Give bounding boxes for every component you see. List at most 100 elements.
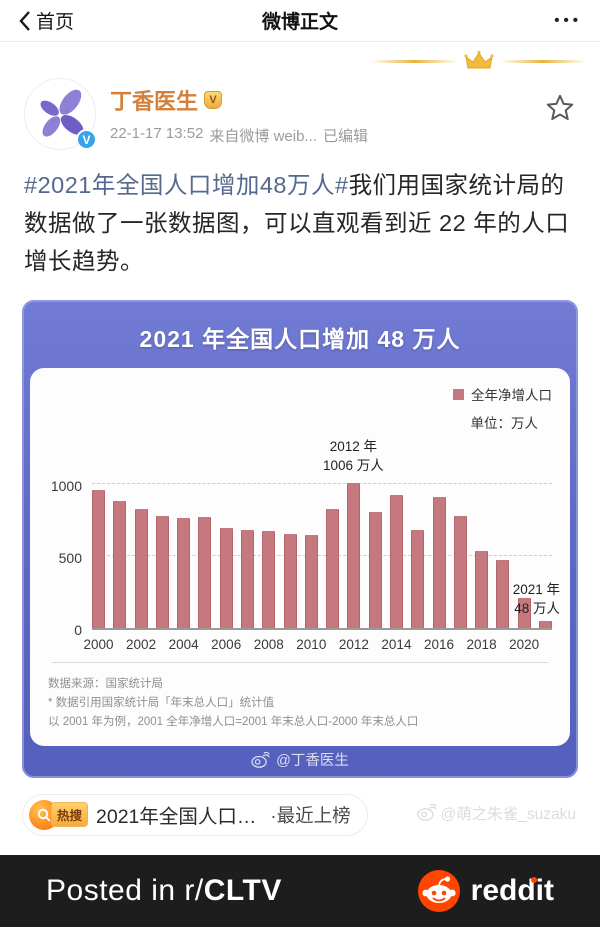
- more-options-icon[interactable]: •••: [554, 12, 582, 29]
- annotation-2012: 2012 年 1006 万人: [322, 439, 384, 474]
- hot-badge: 热搜: [51, 802, 89, 827]
- post-meta: 22-1-17 13:52 来自微博 weib... 已编辑: [110, 125, 368, 146]
- page-watermark: @萌之朱雀_suzaku: [416, 802, 576, 824]
- bar-slot-2020: 2020: [509, 472, 539, 652]
- x-tick-label: 2010: [296, 636, 327, 652]
- bar-slot-2002: 2002: [126, 472, 156, 652]
- footnote-line: * 数据引用国家统计局「年末总人口」统计值: [48, 696, 275, 709]
- bar-2003: [155, 516, 169, 628]
- bar-2007: [240, 529, 254, 628]
- x-tick-label: 2020: [509, 636, 540, 652]
- author-name[interactable]: 丁香医生: [110, 89, 199, 114]
- verified-badge-icon: V: [76, 129, 97, 150]
- post-time: 22-1-17 13:52: [110, 125, 204, 142]
- x-tick-label: 2004: [168, 636, 199, 652]
- legend-swatch: [453, 388, 464, 400]
- bar-slot-2003: [155, 472, 169, 628]
- bar-2015: [411, 529, 425, 628]
- posted-prefix: Posted in r/: [46, 874, 204, 907]
- x-tick-label: 2014: [381, 636, 412, 652]
- chevron-left-icon: [19, 10, 30, 31]
- bar-2002: [134, 508, 148, 628]
- hashtag-link[interactable]: #2021年全国人口增加48万人#: [24, 172, 349, 198]
- unit-label: 单位：万人: [470, 415, 539, 431]
- plot-area-wrap: 0 500 1000 2000 2002 2004 2006 2008 2010 2012 201…: [48, 439, 560, 652]
- back-button[interactable]: 首页: [18, 7, 74, 34]
- bar-plot: 2000 2002 2004 2006 2008 2010 2012 2014 2016 2018…: [83, 439, 560, 652]
- y-tick-label: 1000: [50, 477, 82, 494]
- bar-slot-2013: [368, 472, 382, 628]
- bar-slot-2017: [453, 472, 467, 628]
- legend-label: 全年净增人口: [471, 388, 552, 403]
- hot-search-text: 2021年全国人口…: [96, 806, 257, 828]
- bar-slot-2011: [326, 472, 340, 628]
- post-body-text: 我们用国家统计局的数据做了一张数据图，可以直观看到近 22 年的人口增长趋势。: [24, 172, 570, 274]
- bar-2005: [198, 517, 212, 628]
- hot-search-status: ·最近上榜: [270, 804, 351, 826]
- bar-2017: [453, 515, 467, 628]
- bar-slot-2018: 2018: [467, 472, 497, 652]
- x-tick-label: 2008: [253, 636, 284, 652]
- star-icon: [546, 94, 574, 121]
- back-label: 首页: [36, 12, 75, 33]
- bar-slot-2009: [283, 472, 297, 628]
- bar-slot-2008: 2008: [254, 472, 284, 652]
- chart-watermark-strip: @丁香医生: [30, 746, 570, 774]
- crown-icon: [463, 50, 494, 69]
- bar-slot-2007: [240, 472, 254, 628]
- x-tick-label: 2016: [423, 636, 455, 652]
- bar-2001: [113, 500, 127, 628]
- bar-2004: [177, 518, 191, 628]
- gold-medal-badge-icon: V: [204, 91, 223, 109]
- bar-slot-2005: [198, 472, 212, 628]
- bar-2013: [368, 512, 382, 628]
- bar-slot-2004: 2004: [169, 472, 199, 652]
- chart-image[interactable]: 2021 年全国人口增加 48 万人 全年净增人口 单位：万人 0 500 1000…: [22, 300, 578, 778]
- bar-slot-2010: 2010: [296, 472, 326, 652]
- posted-in-label: Posted in r/CLTV: [46, 874, 282, 908]
- bar-slot-2001: [113, 472, 127, 628]
- weibo-logo-icon: [416, 804, 437, 821]
- bar-slot-2000: 2000: [83, 472, 114, 652]
- favorite-star-button[interactable]: [544, 92, 576, 129]
- x-tick-label: 2002: [126, 636, 157, 652]
- hot-search-row: 热搜 2021年全国人口… ·最近上榜 @萌之朱雀_suzaku: [22, 793, 578, 836]
- post-edited-flag: 已编辑: [322, 128, 368, 145]
- y-axis: 0 500 1000: [48, 472, 92, 638]
- chart-footnotes: 数据来源：国家统计局 * 数据引用国家统计局「年末总人口」统计值以 2001 年为…: [48, 675, 552, 732]
- bar-2020: [517, 598, 531, 628]
- x-tick-label: 2000: [83, 636, 114, 652]
- bar-slot-2021: [538, 472, 552, 628]
- bar-2016: [432, 497, 446, 628]
- footnote-line: 数据来源：国家统计局: [48, 677, 163, 690]
- chart-watermark-text: @丁香医生: [276, 753, 349, 769]
- lilac-flower-logo-icon: [40, 89, 84, 137]
- y-tick-label: 500: [58, 549, 82, 566]
- bar-2009: [283, 534, 297, 628]
- bar-slot-2006: 2006: [211, 472, 241, 652]
- bar-2008: [262, 530, 276, 628]
- chart-card: 全年净增人口 单位：万人 0 500 1000 2000 2002 2004 2006 20…: [30, 368, 570, 746]
- chart-legend: 全年净增人口 单位：万人: [48, 384, 552, 432]
- reddit-i-dot: [531, 877, 537, 883]
- post-source: 来自微博 weib...: [209, 128, 317, 145]
- avatar[interactable]: V: [24, 78, 97, 150]
- crown-line-right: [499, 59, 586, 63]
- bar-2011: [326, 509, 340, 628]
- bar-slot-2015: [411, 472, 425, 628]
- footnote-divider: [52, 661, 548, 663]
- post-header: V 丁香医生 V 22-1-17 13:52 来自微博 weib... 已编辑: [0, 72, 600, 150]
- subreddit-name: CLTV: [203, 874, 282, 907]
- page-watermark-text: @萌之朱雀_suzaku: [440, 805, 576, 823]
- bar-slot-2019: [496, 472, 510, 628]
- bar-slot-2014: 2014: [381, 472, 411, 652]
- gridline: [92, 554, 552, 556]
- hot-search-chip[interactable]: 热搜 2021年全国人口… ·最近上榜: [22, 793, 368, 836]
- reddit-brand: reddit: [417, 869, 554, 913]
- bar-2021: [538, 620, 552, 628]
- y-tick-label: 0: [74, 621, 82, 638]
- top-nav-bar: 首页 微博正文 •••: [0, 0, 600, 42]
- gridline: [92, 482, 552, 484]
- bar-2006: [219, 528, 233, 628]
